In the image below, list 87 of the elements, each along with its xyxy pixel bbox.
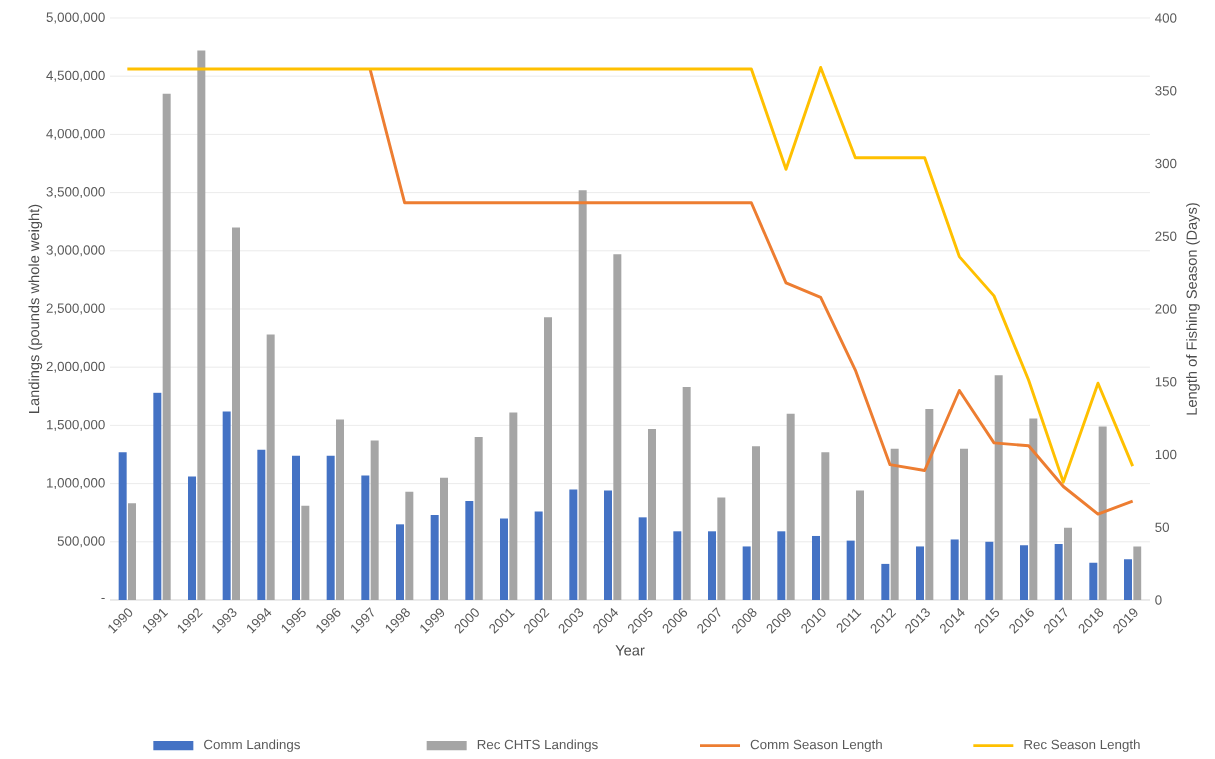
bar: [604, 490, 612, 600]
y-tick-label: -: [101, 597, 105, 599]
bar: [361, 475, 370, 600]
y-tick-label: 4,000,000: [46, 128, 105, 140]
y2-axis-title: Length of Fishing Season (Days): [1186, 203, 1200, 415]
bar: [301, 505, 310, 600]
bar: [336, 419, 344, 600]
bar: [509, 412, 518, 600]
y2-tick-label: 0: [1155, 595, 1162, 605]
bar: [812, 535, 820, 600]
y-tick-label: 500,000: [57, 536, 105, 548]
bar: [430, 515, 439, 600]
bar: [232, 227, 240, 600]
bar: [569, 489, 578, 600]
bar: [881, 563, 890, 600]
bar: [188, 476, 197, 600]
bar: [370, 440, 379, 600]
y-tick-label: 2,000,000: [46, 361, 105, 373]
y-tick-label: 3,500,000: [46, 187, 105, 199]
bar: [118, 452, 127, 600]
bar: [197, 50, 206, 600]
bar: [890, 448, 899, 600]
bar: [777, 531, 786, 600]
bar: [752, 446, 760, 600]
bar: [474, 437, 483, 600]
legend-label: Comm Season Length: [750, 739, 882, 752]
y-axis-title: Landings (pounds whole weight): [28, 204, 43, 413]
bar: [1064, 527, 1072, 600]
bar: [960, 448, 968, 600]
bar: [708, 531, 716, 600]
bar: [786, 413, 795, 600]
bar: [638, 517, 647, 600]
bar: [925, 409, 934, 600]
bar: [916, 546, 924, 600]
legend-label: Rec CHTS Landings: [477, 739, 598, 752]
bar: [257, 449, 266, 600]
bar: [613, 254, 622, 600]
bar: [1089, 562, 1098, 600]
y-tick-label: 5,000,000: [46, 12, 105, 24]
bar: [1124, 559, 1132, 600]
y2-tick-label: 400: [1155, 13, 1177, 23]
y2-tick-label: 250: [1155, 231, 1177, 241]
bar: [396, 524, 404, 600]
bar: [1020, 545, 1028, 600]
bar: [544, 317, 552, 600]
y-tick-label: 3,000,000: [46, 245, 105, 257]
bar: [153, 392, 162, 600]
bar: [405, 491, 414, 600]
bar: [500, 518, 508, 600]
bar: [578, 190, 587, 600]
bar: [648, 428, 656, 600]
y2-tick-label: 50: [1155, 522, 1170, 532]
bar: [985, 541, 994, 600]
y-tick-label: 4,500,000: [46, 70, 105, 82]
y-tick-label: 1,500,000: [47, 419, 105, 431]
y2-tick-label: 350: [1155, 86, 1177, 96]
bar: [222, 411, 231, 600]
bar: [821, 452, 830, 600]
bar: [1029, 418, 1038, 600]
y2-tick-label: 200: [1155, 304, 1177, 314]
bar: [162, 93, 171, 600]
bar: [742, 546, 751, 600]
bar: [1054, 544, 1063, 600]
bar: [1098, 426, 1107, 600]
y2-tick-label: 300: [1155, 158, 1177, 169]
bar: [846, 540, 855, 600]
bar: [717, 497, 726, 600]
bar: [534, 511, 543, 600]
bar: [682, 386, 691, 600]
y2-tick-label: 100: [1155, 449, 1177, 460]
bar: [465, 501, 474, 600]
bar: [292, 455, 300, 600]
x-axis-title: Year: [615, 645, 645, 656]
bar: [994, 375, 1003, 600]
bar: [950, 539, 959, 600]
y2-tick-label: 150: [1155, 377, 1177, 387]
y-tick-label: 2,500,000: [46, 303, 105, 315]
bar: [326, 455, 335, 600]
bar: [1133, 546, 1142, 600]
legend-label: Comm Landings: [204, 739, 300, 752]
bar: [673, 531, 682, 600]
bar: [440, 477, 448, 600]
y-tick-label: 1,000,000: [47, 478, 105, 490]
bar: [266, 334, 275, 600]
bar: [128, 503, 137, 600]
legend-label: Rec Season Length: [1024, 739, 1140, 752]
bar: [856, 490, 864, 600]
